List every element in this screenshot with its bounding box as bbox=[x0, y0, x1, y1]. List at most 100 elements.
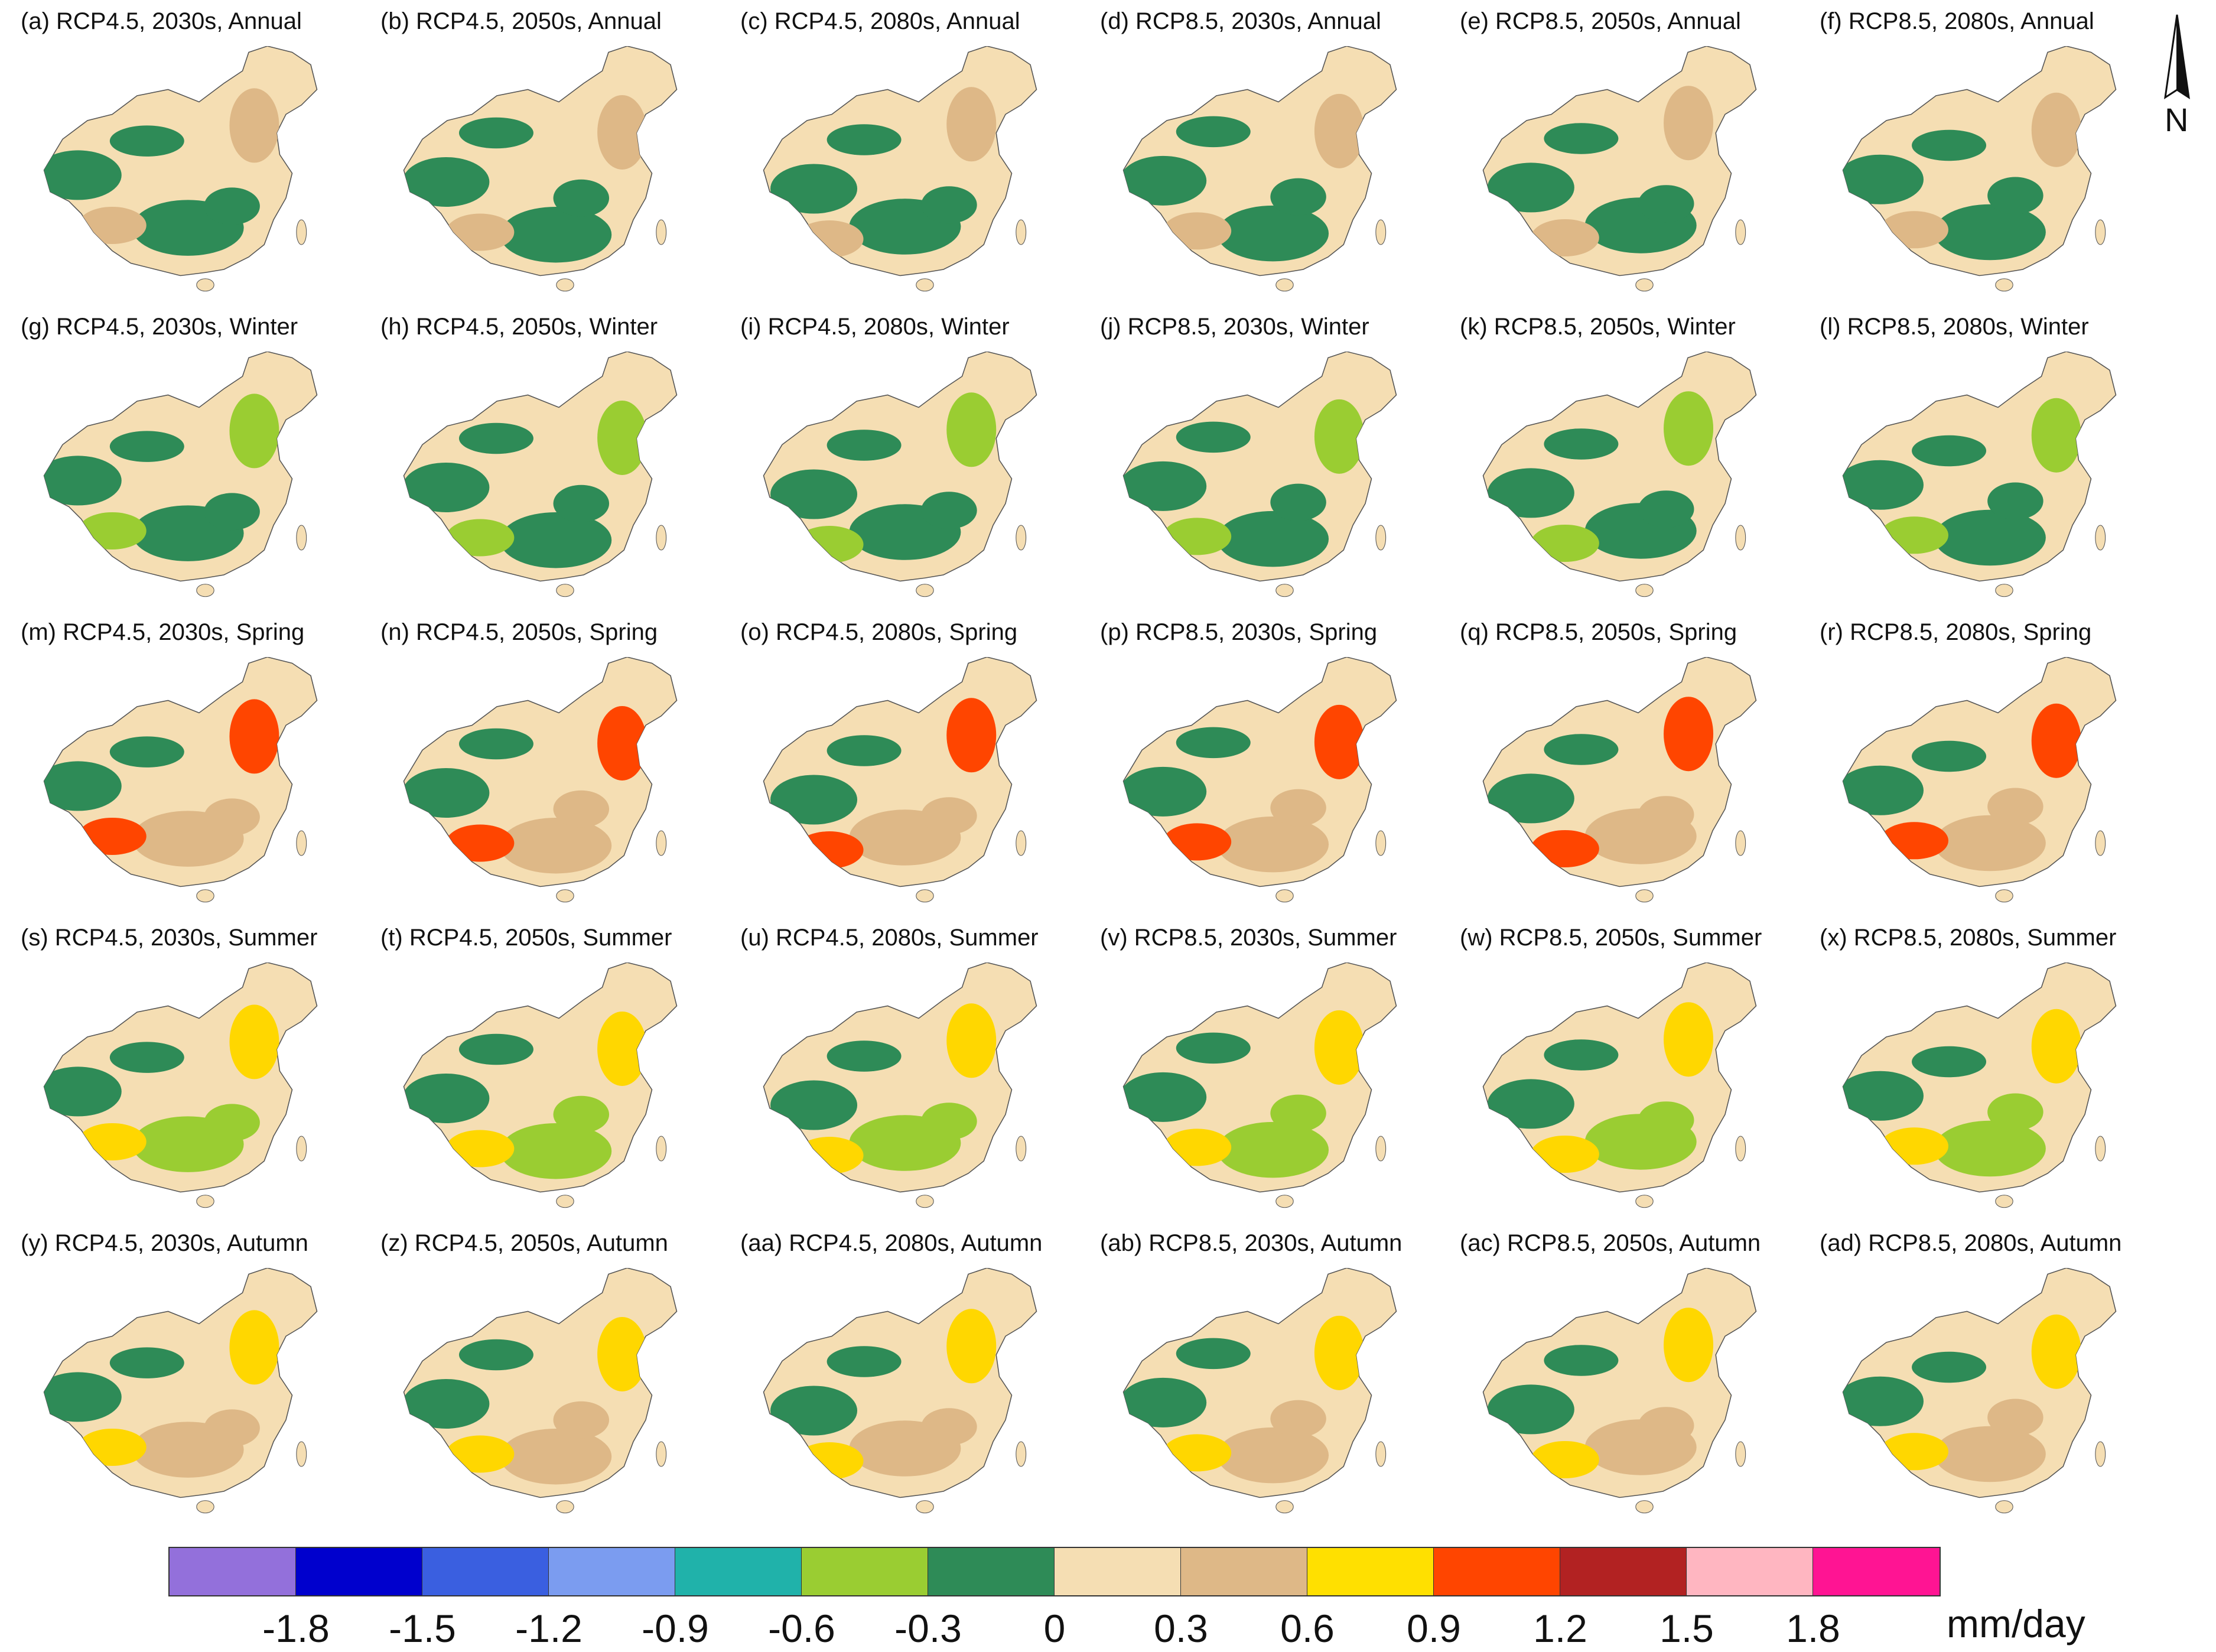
panel-title: (f) RCP8.5, 2080s, Annual bbox=[1820, 8, 2094, 34]
panel-title: (p) RCP8.5, 2030s, Spring bbox=[1100, 619, 1378, 645]
anomaly-patch bbox=[1163, 823, 1232, 861]
anomaly-patch bbox=[770, 469, 858, 519]
panel-title: (k) RCP8.5, 2050s, Winter bbox=[1460, 314, 1736, 340]
taiwan-island bbox=[656, 1441, 667, 1467]
anomaly-patch bbox=[1163, 212, 1232, 250]
taiwan-island bbox=[2095, 219, 2106, 245]
anomaly-patch bbox=[1487, 468, 1574, 518]
legend-swatch bbox=[802, 1548, 928, 1595]
anomaly-patch bbox=[445, 824, 515, 862]
anomaly-patch bbox=[1487, 773, 1574, 824]
panel-title: (r) RCP8.5, 2080s, Spring bbox=[1820, 619, 2092, 645]
map-panel: (f) RCP8.5, 2080s, Annual bbox=[1802, 0, 2156, 301]
anomaly-patch bbox=[826, 1040, 902, 1072]
legend-swatch bbox=[1560, 1548, 1687, 1595]
anomaly-patch bbox=[403, 1073, 490, 1123]
taiwan-island bbox=[656, 219, 667, 245]
taiwan-island bbox=[656, 830, 667, 856]
taiwan-island bbox=[1375, 1136, 1387, 1162]
map-panel: (c) RCP4.5, 2080s, Annual bbox=[723, 0, 1077, 301]
map-panel: (u) RCP4.5, 2080s, Summer bbox=[723, 916, 1077, 1218]
anomaly-patch bbox=[500, 817, 612, 874]
legend-swatch bbox=[422, 1548, 549, 1595]
panel-title: (w) RCP8.5, 2050s, Summer bbox=[1460, 925, 1762, 951]
map-panel: (w) RCP8.5, 2050s, Summer bbox=[1442, 916, 1797, 1218]
anomaly-patch bbox=[1217, 510, 1329, 567]
panel-title: (x) RCP8.5, 2080s, Summer bbox=[1820, 925, 2117, 951]
anomaly-patch bbox=[597, 95, 647, 170]
taiwan-island bbox=[1735, 525, 1746, 551]
north-label: N bbox=[2165, 101, 2189, 138]
anomaly-patch bbox=[229, 394, 279, 469]
taiwan-island bbox=[1016, 1136, 1027, 1162]
anomaly-patch bbox=[1664, 1308, 1714, 1383]
legend-colorbar bbox=[168, 1547, 1941, 1596]
panel-title: (y) RCP4.5, 2030s, Autumn bbox=[21, 1230, 308, 1256]
china-map bbox=[763, 352, 1037, 597]
anomaly-patch bbox=[553, 790, 610, 828]
anomaly-patch bbox=[1163, 518, 1232, 555]
anomaly-patch bbox=[1314, 1315, 1364, 1390]
anomaly-patch bbox=[1176, 1032, 1251, 1064]
china-map bbox=[763, 962, 1037, 1208]
legend-swatch bbox=[928, 1548, 1055, 1595]
hainan-island bbox=[1635, 1500, 1654, 1514]
legend-tick-label: -1.5 bbox=[389, 1607, 456, 1650]
anomaly-patch bbox=[1544, 428, 1619, 460]
legend-swatch bbox=[1813, 1548, 1940, 1595]
anomaly-patch bbox=[2031, 1009, 2081, 1084]
panel-title: (ab) RCP8.5, 2030s, Autumn bbox=[1100, 1230, 1403, 1256]
anomaly-patch bbox=[78, 512, 147, 549]
taiwan-island bbox=[1735, 219, 1746, 245]
anomaly-patch bbox=[1270, 483, 1326, 521]
anomaly-patch bbox=[795, 1442, 864, 1480]
anomaly-patch bbox=[770, 1386, 858, 1436]
china-map bbox=[763, 46, 1037, 292]
panel-title: (s) RCP4.5, 2030s, Summer bbox=[21, 925, 318, 951]
anomaly-patch bbox=[500, 1123, 612, 1179]
anomaly-patch bbox=[44, 1066, 122, 1117]
anomaly-patch bbox=[1912, 1351, 1987, 1383]
anomaly-patch bbox=[1544, 123, 1619, 154]
anomaly-patch bbox=[458, 728, 533, 760]
panel-title: (j) RCP8.5, 2030s, Winter bbox=[1100, 314, 1369, 340]
panel-title: (a) RCP4.5, 2030s, Annual bbox=[21, 8, 302, 34]
hainan-island bbox=[196, 889, 214, 903]
hainan-island bbox=[556, 1195, 574, 1208]
china-map bbox=[763, 657, 1037, 903]
taiwan-island bbox=[1735, 1441, 1746, 1467]
anomaly-patch bbox=[109, 1042, 184, 1073]
hainan-island bbox=[1275, 278, 1294, 292]
anomaly-patch bbox=[109, 1347, 184, 1378]
anomaly-patch bbox=[403, 157, 490, 207]
anomaly-patch bbox=[921, 797, 977, 835]
anomaly-patch bbox=[597, 1316, 647, 1391]
legend-tick-label: 1.5 bbox=[1659, 1607, 1714, 1650]
anomaly-patch bbox=[826, 430, 902, 461]
china-map bbox=[763, 1268, 1037, 1514]
anomaly-patch bbox=[1531, 1135, 1599, 1173]
panel-title: (o) RCP4.5, 2080s, Spring bbox=[740, 619, 1018, 645]
anomaly-patch bbox=[1531, 1440, 1599, 1478]
anomaly-patch bbox=[44, 150, 122, 200]
legend-tick-label: -0.9 bbox=[642, 1607, 709, 1650]
china-map bbox=[43, 1268, 318, 1514]
hainan-island bbox=[1995, 278, 2013, 292]
anomaly-patch bbox=[826, 1346, 902, 1377]
panel-title: (t) RCP4.5, 2050s, Summer bbox=[380, 925, 672, 951]
taiwan-island bbox=[2095, 525, 2106, 551]
legend-swatch bbox=[549, 1548, 675, 1595]
anomaly-patch bbox=[770, 1080, 858, 1130]
legend-swatch bbox=[1434, 1548, 1560, 1595]
anomaly-patch bbox=[1217, 205, 1329, 262]
legend-tick-label: -0.3 bbox=[894, 1607, 962, 1650]
anomaly-patch bbox=[1487, 1079, 1574, 1129]
panel-title: (e) RCP8.5, 2050s, Annual bbox=[1460, 8, 1741, 34]
china-map bbox=[1122, 1268, 1397, 1514]
legend-tick-label: 0.3 bbox=[1154, 1607, 1208, 1650]
anomaly-patch bbox=[78, 1123, 147, 1160]
china-map bbox=[403, 962, 678, 1208]
anomaly-patch bbox=[204, 1104, 260, 1142]
china-map bbox=[1482, 1268, 1757, 1514]
anomaly-patch bbox=[1912, 435, 1987, 467]
